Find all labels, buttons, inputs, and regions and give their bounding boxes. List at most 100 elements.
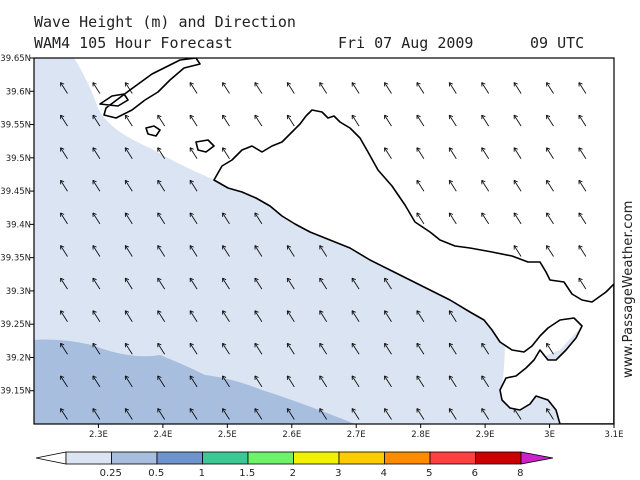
wave-arrow-head bbox=[124, 408, 130, 413]
wave-arrow bbox=[513, 245, 522, 257]
wave-arrow-head bbox=[351, 277, 356, 283]
wave-arrow-head bbox=[351, 408, 356, 413]
wave-arrow-head bbox=[481, 375, 486, 380]
wave-arrow-head bbox=[189, 114, 194, 120]
wave-arrow-head bbox=[157, 310, 162, 315]
wave-arrow bbox=[124, 408, 133, 420]
wave-arrow bbox=[286, 114, 295, 127]
legend-swatch bbox=[247, 451, 294, 465]
wave-arrow bbox=[319, 343, 328, 355]
wave-arrow bbox=[124, 82, 133, 94]
lon-tick-label: 2.8E bbox=[411, 430, 430, 440]
wave-arrow-head bbox=[546, 245, 551, 250]
wave-arrow bbox=[189, 212, 198, 225]
wave-arrow-head bbox=[92, 408, 97, 413]
wave-arrow bbox=[416, 147, 425, 159]
wave-arrow bbox=[189, 245, 198, 257]
wave-arrow-head bbox=[222, 82, 227, 87]
lon-tick-label: 2.5E bbox=[218, 430, 237, 440]
wave-arrow bbox=[546, 82, 554, 94]
wave-arrow bbox=[286, 408, 295, 420]
wave-arrow-head bbox=[222, 342, 227, 348]
wave-arrow-head bbox=[319, 342, 324, 348]
wave-arrow-head bbox=[384, 342, 389, 348]
wave-arrow bbox=[189, 375, 198, 388]
legend-label: 5 bbox=[426, 468, 432, 479]
wave-arrow bbox=[124, 212, 133, 225]
wave-arrow-head bbox=[448, 212, 454, 217]
wave-arrow bbox=[124, 245, 133, 257]
wave-arrow-head bbox=[416, 408, 421, 413]
wave-arrow-head bbox=[60, 408, 65, 413]
wave-arrow-head bbox=[189, 375, 194, 380]
wave-arrow-head bbox=[286, 114, 292, 120]
lat-tick-label: 39.25N bbox=[0, 320, 31, 330]
wave-arrow-head bbox=[60, 179, 65, 185]
legend-label: 1 bbox=[199, 468, 205, 479]
wave-arrow bbox=[319, 310, 328, 322]
legend-label: 0.25 bbox=[100, 468, 122, 479]
wave-arrow bbox=[416, 408, 425, 420]
wave-arrow-head bbox=[254, 408, 259, 413]
wave-band-0.5-1 bbox=[34, 339, 355, 424]
wave-arrow-head bbox=[189, 245, 194, 250]
wave-arrow bbox=[546, 114, 554, 127]
wave-arrow bbox=[157, 375, 166, 388]
wave-arrow bbox=[448, 343, 457, 355]
wave-arrow bbox=[513, 180, 522, 192]
wave-arrow bbox=[157, 114, 166, 127]
wave-arrow bbox=[189, 114, 198, 127]
wave-arrow-head bbox=[286, 277, 292, 283]
wave-arrow-head bbox=[351, 114, 356, 120]
wave-arrow bbox=[60, 114, 68, 127]
wave-arrow-head bbox=[157, 408, 162, 413]
wave-arrow bbox=[60, 408, 68, 420]
wave-arrow-head bbox=[286, 408, 292, 413]
wave-arrow bbox=[254, 277, 263, 290]
wave-arrow bbox=[254, 310, 263, 322]
wave-arrow bbox=[578, 82, 587, 94]
wave-arrow bbox=[286, 82, 295, 94]
wave-arrow bbox=[416, 343, 425, 355]
wave-arrow-head bbox=[319, 310, 324, 315]
legend-swatch bbox=[338, 451, 385, 465]
lon-tick-label: 2.9E bbox=[476, 430, 495, 440]
wave-arrow bbox=[351, 277, 360, 290]
wave-arrow-head bbox=[319, 408, 324, 413]
lat-tick-label: 39.15N bbox=[0, 387, 31, 397]
wave-arrow-head bbox=[513, 179, 518, 185]
wave-arrow bbox=[60, 310, 68, 322]
wave-arrow-head bbox=[481, 408, 486, 413]
wave-arrow bbox=[92, 310, 101, 322]
wave-arrow bbox=[513, 147, 522, 159]
wave-arrow-head bbox=[384, 114, 389, 120]
wave-arrow-head bbox=[124, 375, 130, 380]
wave-arrow bbox=[319, 375, 328, 388]
wave-arrow-head bbox=[157, 375, 162, 380]
lat-tick-label: 39.45N bbox=[0, 187, 31, 197]
wave-arrow bbox=[124, 147, 133, 159]
wave-arrow-head bbox=[157, 114, 162, 120]
wave-height-legend: 0.25 0.5 1 1.5 2 3 4 5 6 8 bbox=[35, 451, 554, 479]
wave-arrow bbox=[286, 343, 295, 355]
wave-arrow-head bbox=[189, 277, 194, 283]
lon-tick-label: 3.1E bbox=[605, 430, 624, 440]
wave-arrow bbox=[286, 245, 295, 257]
wave-arrow-head bbox=[481, 179, 486, 185]
wave-arrow bbox=[157, 212, 166, 225]
wave-arrow bbox=[92, 180, 101, 192]
wave-arrow bbox=[546, 180, 554, 192]
legend-label: 2 bbox=[290, 468, 296, 479]
mallorca-coast bbox=[99, 58, 614, 424]
wave-arrow bbox=[481, 408, 490, 420]
wave-arrow-head bbox=[286, 310, 292, 315]
wave-arrow-head bbox=[578, 82, 583, 87]
wave-arrow bbox=[546, 408, 554, 420]
wave-arrow bbox=[92, 114, 101, 127]
wave-arrow bbox=[124, 375, 133, 388]
wave-arrow-head bbox=[546, 342, 551, 348]
wave-arrow bbox=[222, 114, 230, 127]
wave-arrow bbox=[416, 82, 425, 94]
wave-arrow-head bbox=[222, 245, 227, 250]
wave-arrow bbox=[416, 212, 425, 225]
